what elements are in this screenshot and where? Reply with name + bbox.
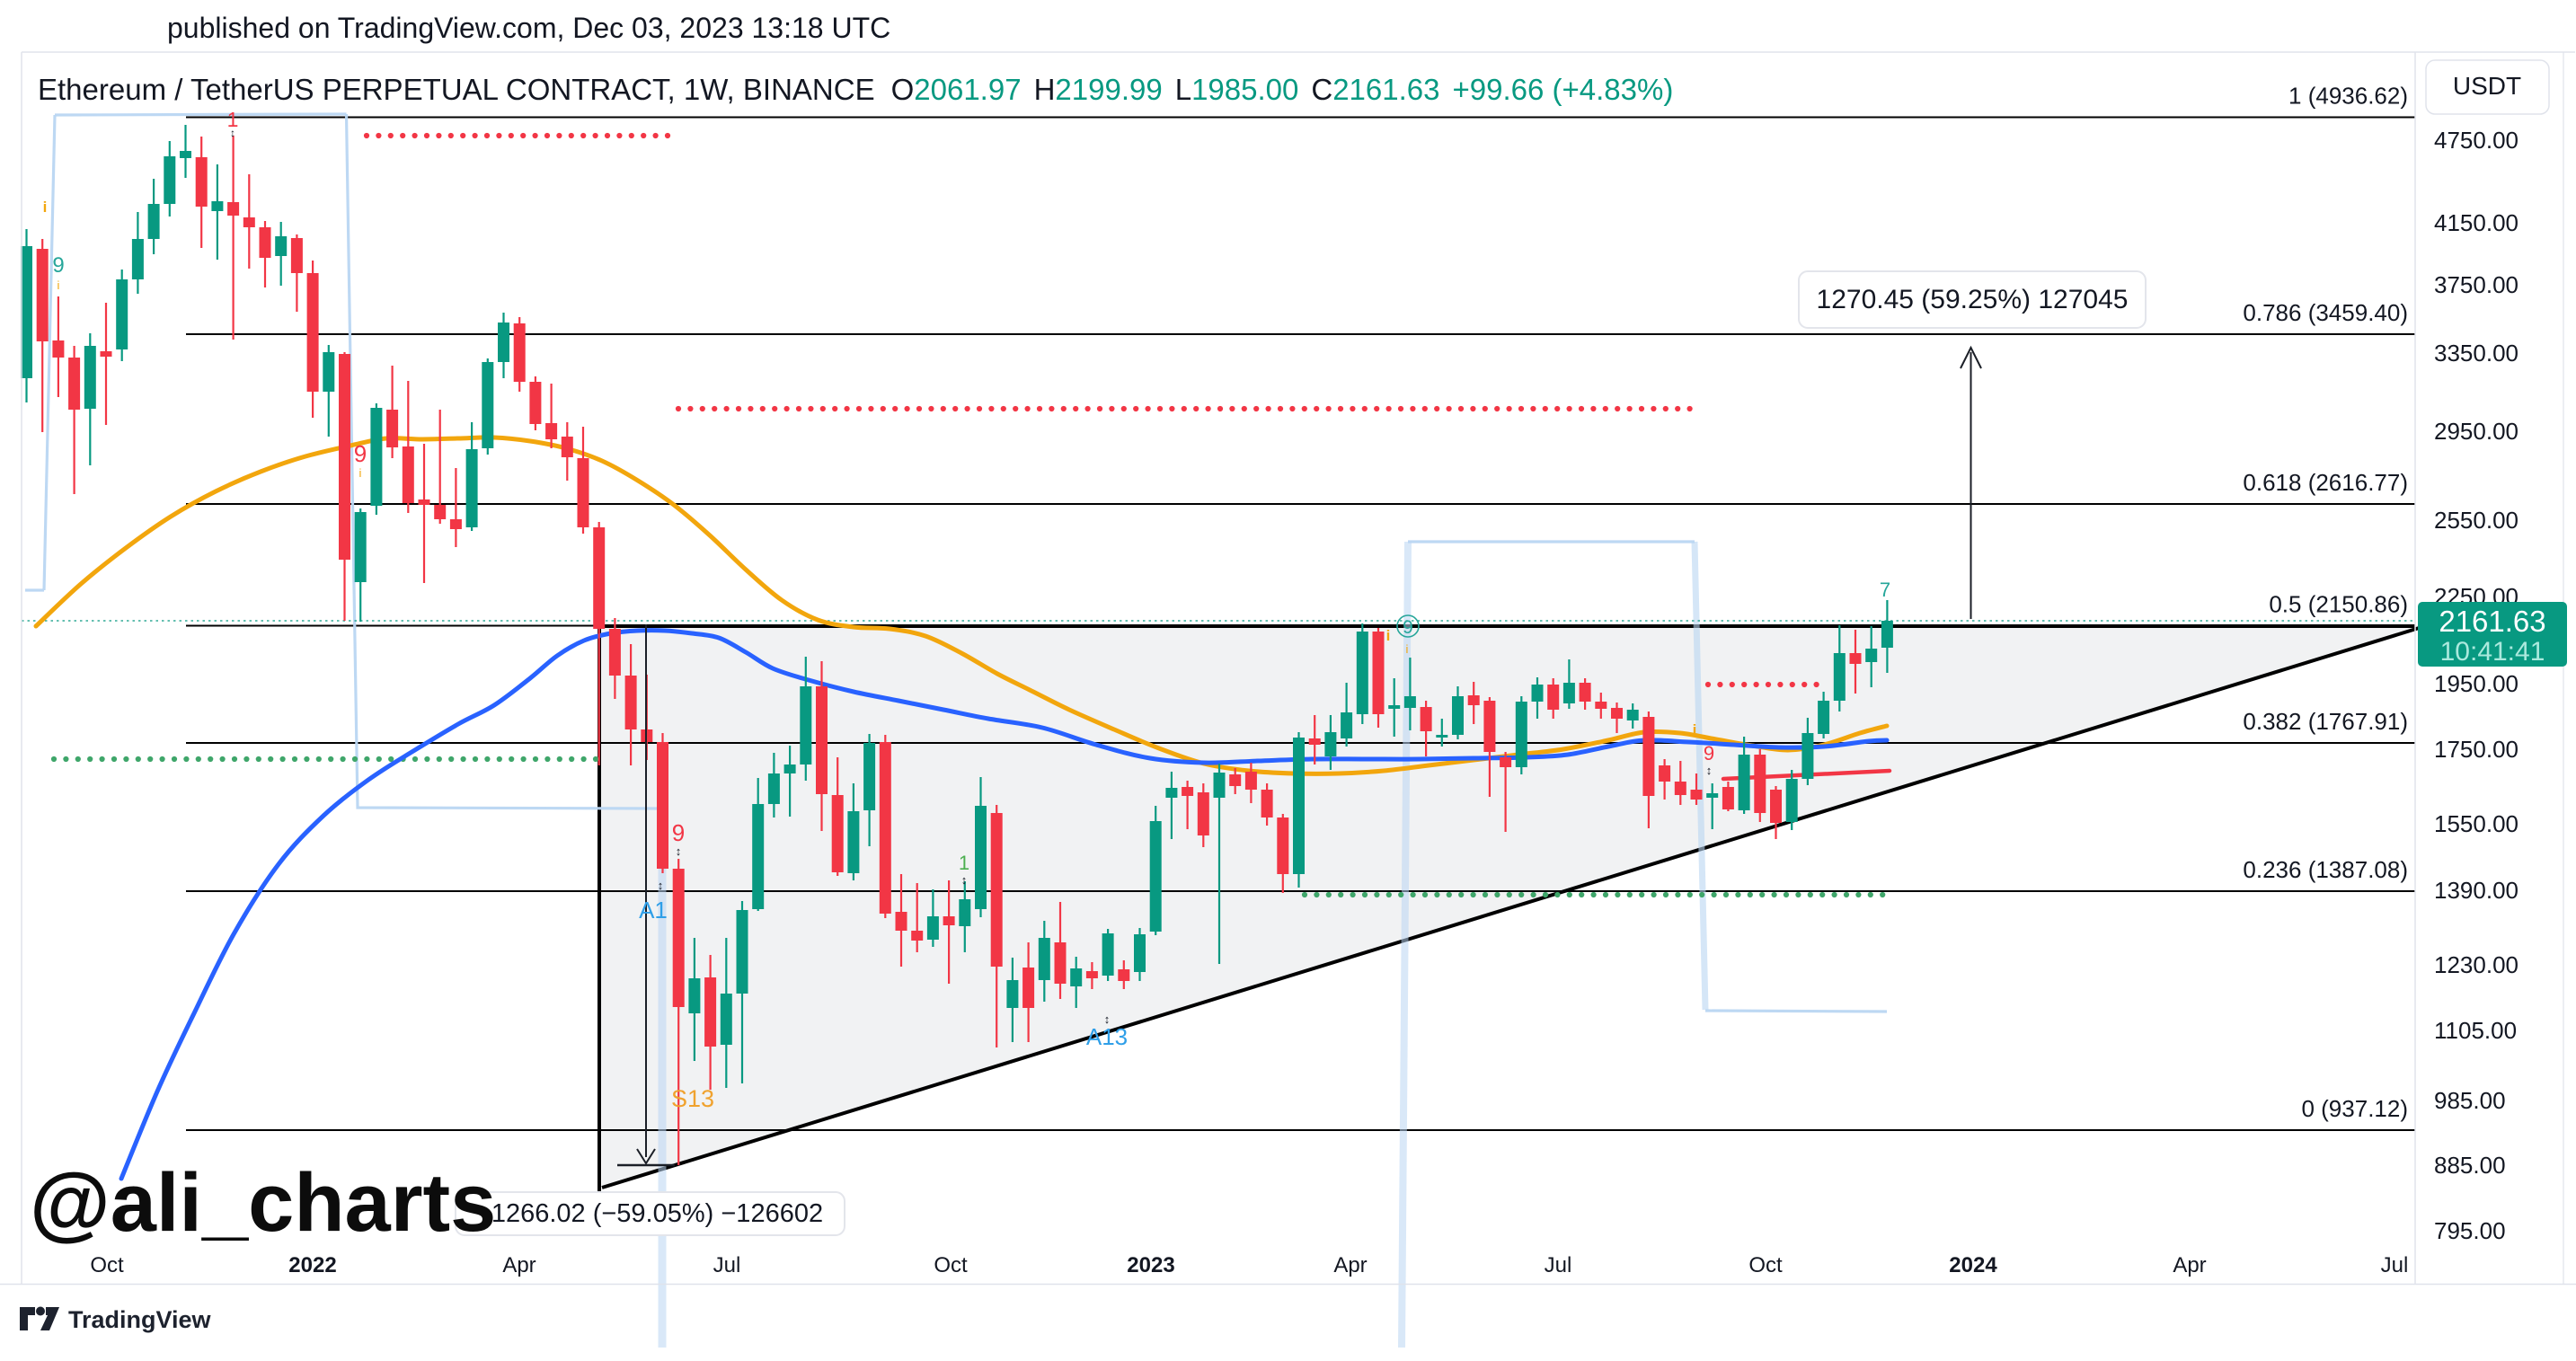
svg-text:A13: A13 xyxy=(1086,1023,1128,1050)
svg-text:4150.00: 4150.00 xyxy=(2434,209,2518,236)
svg-text:Apr: Apr xyxy=(1333,1253,1367,1277)
svg-text:985.00: 985.00 xyxy=(2434,1087,2506,1114)
svg-text:1390.00: 1390.00 xyxy=(2434,877,2518,904)
svg-text:i: i xyxy=(1406,642,1409,656)
svg-text:i: i xyxy=(359,466,362,480)
svg-text:795.00: 795.00 xyxy=(2434,1217,2506,1244)
svg-text:0 (937.12): 0 (937.12) xyxy=(2301,1095,2408,1122)
svg-text:Oct: Oct xyxy=(934,1253,968,1277)
svg-text:−1266.02 (−59.05%) −126602: −1266.02 (−59.05%) −126602 xyxy=(476,1199,823,1228)
svg-text:i: i xyxy=(43,199,48,216)
svg-text:0.382 (1767.91): 0.382 (1767.91) xyxy=(2243,708,2408,735)
svg-text:1105.00: 1105.00 xyxy=(2434,1017,2517,1044)
svg-text:9: 9 xyxy=(672,819,685,846)
svg-text:9: 9 xyxy=(1704,742,1714,764)
svg-text:0.786 (3459.40): 0.786 (3459.40) xyxy=(2243,299,2408,326)
svg-text:USDT: USDT xyxy=(2453,72,2521,100)
svg-text:↕: ↕ xyxy=(658,879,664,892)
svg-text:i: i xyxy=(58,278,60,292)
svg-text:↕: ↕ xyxy=(1706,764,1713,777)
svg-text:↕: ↕ xyxy=(676,844,682,858)
svg-text:Oct: Oct xyxy=(1748,1253,1783,1277)
svg-text:1750.00: 1750.00 xyxy=(2434,736,2518,763)
svg-text:1: 1 xyxy=(227,108,239,131)
svg-text:published on TradingView.com,: published on TradingView.com, Dec 03, 20… xyxy=(167,12,890,44)
svg-text:i: i xyxy=(1386,627,1391,644)
svg-text:0.5 (2150.86): 0.5 (2150.86) xyxy=(2269,591,2408,618)
svg-text:885.00: 885.00 xyxy=(2434,1152,2506,1179)
svg-text:Jul: Jul xyxy=(713,1253,741,1277)
svg-text:10:41:41: 10:41:41 xyxy=(2440,637,2545,667)
svg-text:1 (4936.62): 1 (4936.62) xyxy=(2288,83,2408,110)
svg-text:1: 1 xyxy=(959,852,969,874)
svg-text:1550.00: 1550.00 xyxy=(2434,810,2518,837)
svg-text:0.618 (2616.77): 0.618 (2616.77) xyxy=(2243,469,2408,496)
svg-text:9: 9 xyxy=(354,440,367,467)
svg-text:9: 9 xyxy=(1403,617,1413,638)
svg-text:1950.00: 1950.00 xyxy=(2434,670,2518,697)
svg-text:i: i xyxy=(1693,721,1697,738)
svg-text:Jul: Jul xyxy=(1545,1253,1572,1277)
svg-text:A1: A1 xyxy=(639,897,668,924)
svg-text:2161.63: 2161.63 xyxy=(2439,605,2545,638)
svg-text:3350.00: 3350.00 xyxy=(2434,340,2518,367)
svg-text:9: 9 xyxy=(52,253,64,278)
svg-text:S13: S13 xyxy=(671,1085,714,1112)
svg-text:Oct: Oct xyxy=(90,1253,124,1277)
svg-text:@ali_charts: @ali_charts xyxy=(30,1157,496,1249)
svg-text:Apr: Apr xyxy=(2173,1253,2206,1277)
svg-text:0.236 (1387.08): 0.236 (1387.08) xyxy=(2243,856,2408,883)
svg-text:2023: 2023 xyxy=(1127,1253,1174,1277)
svg-text:Jul: Jul xyxy=(2381,1253,2409,1277)
svg-text:2022: 2022 xyxy=(288,1253,336,1277)
svg-text:Apr: Apr xyxy=(502,1253,536,1277)
svg-text:↕: ↕ xyxy=(230,127,235,139)
svg-text:2024: 2024 xyxy=(1949,1253,1997,1277)
svg-text:1270.45 (59.25%) 127045: 1270.45 (59.25%) 127045 xyxy=(1817,285,2129,314)
svg-text:3750.00: 3750.00 xyxy=(2434,271,2518,298)
svg-text:2550.00: 2550.00 xyxy=(2434,507,2518,534)
svg-text:1230.00: 1230.00 xyxy=(2434,951,2518,978)
svg-text:2950.00: 2950.00 xyxy=(2434,418,2518,445)
svg-text:Ethereum / TetherUS PERPETUAL: Ethereum / TetherUS PERPETUAL CONTRACT, … xyxy=(38,73,1673,106)
svg-text:↕: ↕ xyxy=(1104,1012,1111,1026)
svg-text:7: 7 xyxy=(1880,579,1890,601)
svg-text:4750.00: 4750.00 xyxy=(2434,127,2518,154)
svg-text:↕: ↕ xyxy=(961,873,968,887)
svg-text:TradingView: TradingView xyxy=(68,1306,212,1333)
